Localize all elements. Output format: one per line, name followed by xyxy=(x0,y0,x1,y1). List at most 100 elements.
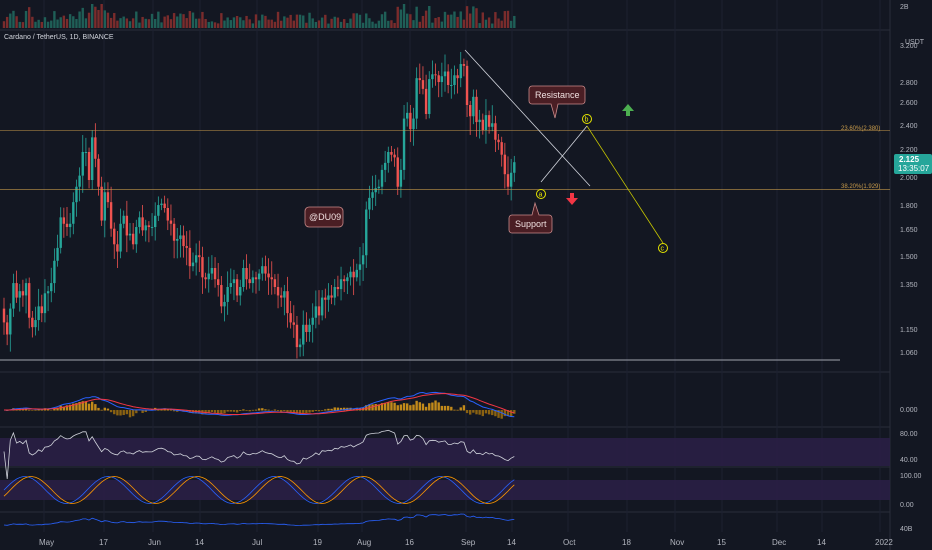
macd-histogram-bar xyxy=(484,410,488,414)
macd-histogram-bar xyxy=(317,410,321,412)
price-axis[interactable]: 2B USDT 3.200 2.800 2.600 2.400 2.200 2.… xyxy=(894,4,932,533)
macd-histogram-bar xyxy=(68,404,72,411)
volume-bar xyxy=(157,11,160,28)
candle-body xyxy=(339,279,343,290)
price-tick: 1.150 xyxy=(900,327,918,334)
macd-histogram-bar xyxy=(506,410,510,416)
volume-bar xyxy=(465,6,469,29)
candle-body xyxy=(450,85,453,86)
volume-bar xyxy=(43,17,47,28)
volume-bar xyxy=(229,20,232,28)
volume-bar xyxy=(18,21,21,28)
volume-bar xyxy=(487,17,491,28)
volume-bar xyxy=(21,22,25,28)
macd-histogram-bar xyxy=(135,410,138,414)
candle-body xyxy=(431,74,434,80)
volume-bar xyxy=(116,20,119,28)
candle-body xyxy=(336,287,340,290)
candlesticks xyxy=(2,51,516,359)
macd-histogram-bar xyxy=(50,410,53,411)
time-axis-label: Jun xyxy=(148,538,161,547)
volume-bar xyxy=(37,19,40,28)
price-tick: 2.800 xyxy=(900,80,918,87)
volume-bar xyxy=(150,13,154,28)
price-tick: 1.060 xyxy=(900,350,918,357)
candle-body xyxy=(176,238,179,241)
volume-bar xyxy=(207,21,210,28)
candle-body xyxy=(248,279,251,284)
macd-histogram-bar xyxy=(399,404,403,411)
candle-body xyxy=(50,283,53,292)
macd-histogram-bar xyxy=(144,410,147,412)
candle-body xyxy=(402,118,406,170)
candle-body xyxy=(113,228,116,245)
price-tick: 1.650 xyxy=(900,227,918,234)
time-axis[interactable]: May 17 Jun 14 Jul 19 Aug 16 Sep 14 Oct 18 Nov 15 Dec 14… xyxy=(39,538,893,547)
candle-body xyxy=(453,75,456,85)
macd-histogram-bar xyxy=(434,400,437,411)
candle-body xyxy=(399,169,403,187)
volume-bar xyxy=(494,12,497,28)
volume-bar xyxy=(245,15,248,28)
candle-body xyxy=(311,317,314,325)
volume-bar xyxy=(119,18,122,28)
resistance-callout[interactable]: Resistance xyxy=(528,85,586,119)
candle-body xyxy=(239,287,242,296)
volume-bar xyxy=(94,6,97,28)
volume-bar xyxy=(239,17,242,28)
price-tick: 3.200 xyxy=(900,43,918,50)
macd-histogram-bar xyxy=(103,407,106,411)
candle-body xyxy=(264,266,267,274)
volume-bar xyxy=(412,20,415,28)
macd-histogram-bar xyxy=(97,407,100,411)
candle-body xyxy=(169,220,173,224)
candle-body xyxy=(138,217,141,228)
volume-bar xyxy=(166,15,169,28)
candle-body xyxy=(75,186,78,203)
candle-body xyxy=(84,152,88,153)
volume-bar xyxy=(456,16,459,28)
candle-body xyxy=(361,255,365,265)
macd-histogram-bar xyxy=(469,410,472,415)
volume-bar xyxy=(283,16,286,28)
fib-lower-label: 38.20%(1.929) xyxy=(841,184,880,190)
macd-histogram-bar xyxy=(440,405,444,411)
candle-body xyxy=(330,295,333,298)
candle-body xyxy=(478,119,481,123)
volume-bar xyxy=(40,21,43,28)
candle-body xyxy=(443,71,447,77)
candle-body xyxy=(251,277,255,284)
macd-histogram-bar xyxy=(100,409,103,411)
wave-b-label: b xyxy=(585,117,589,124)
candle-body xyxy=(308,324,311,332)
macd-histogram-bar xyxy=(462,405,466,411)
volume-bar xyxy=(475,8,478,28)
volume-bar xyxy=(409,14,412,28)
candle-body xyxy=(428,79,431,114)
volume-bar xyxy=(172,13,176,28)
macd-histogram-bar xyxy=(248,410,251,412)
volume-bar xyxy=(491,23,494,28)
macd-histogram-bar xyxy=(446,405,450,411)
candle-body xyxy=(128,233,132,236)
candle-body xyxy=(68,223,72,228)
price-tick: 1.500 xyxy=(900,254,918,261)
candle-body xyxy=(327,295,330,300)
candle-body xyxy=(24,283,28,296)
volume-bar xyxy=(78,11,81,29)
candle-body xyxy=(198,255,201,258)
candle-body xyxy=(513,162,516,173)
candle-body xyxy=(257,273,261,280)
macd-histogram-bar xyxy=(185,410,188,412)
candle-body xyxy=(109,202,113,229)
support-callout[interactable]: Support xyxy=(508,201,553,234)
macd-histogram-bar xyxy=(270,410,273,411)
volume-bar xyxy=(431,22,434,28)
macd-histogram-bar xyxy=(62,406,66,411)
author-tag[interactable]: @DU09 xyxy=(304,206,344,228)
volume-bar xyxy=(377,20,381,28)
volume-bar xyxy=(280,20,283,28)
candle-body xyxy=(415,78,418,119)
macd-histogram-bar xyxy=(267,409,270,411)
